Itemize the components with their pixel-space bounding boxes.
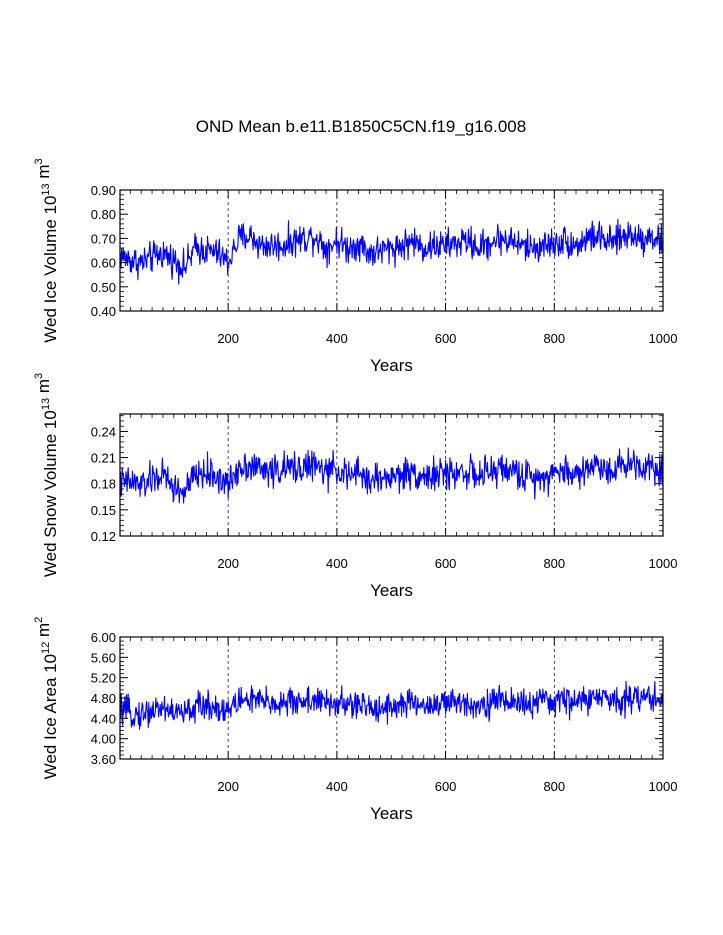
panel-3: 200 400 600 800 1000 3.60 4.00 4.40 4.80 5.20 5.60…: [33, 617, 677, 823]
x-tick-label: 200: [217, 331, 239, 346]
x-axis-title: Years: [370, 356, 413, 375]
y-tick-label: 5.60: [91, 650, 116, 665]
y-tick-label: 0.15: [91, 503, 116, 518]
x-tick-label: 200: [217, 556, 239, 571]
series-line: [119, 447, 664, 504]
x-tick-label: 800: [543, 779, 565, 794]
x-tick-label: 800: [543, 331, 565, 346]
figure-title: OND Mean b.e11.B1850C5CN.f19_g16.008: [196, 117, 526, 136]
y-tick-label: 0.60: [91, 256, 116, 271]
x-tick-label: 1000: [649, 331, 678, 346]
y-axis-title: Wed Snow Volume 1013 m3: [33, 373, 60, 577]
panels: 200 400 600 800 1000 0.40 0.50 0.60 0.70 0.80 0.90…: [33, 158, 677, 823]
x-tick-label: 1000: [649, 556, 678, 571]
y-tick-label: 0.12: [91, 529, 116, 544]
y-tick-label: 4.80: [91, 691, 116, 706]
y-axis-title: Wed Ice Area 1012 m2: [33, 617, 60, 780]
y-tick-label: 4.00: [91, 732, 116, 747]
y-tick-label: 0.21: [91, 451, 116, 466]
y-tick-label: 0.70: [91, 231, 116, 246]
y-tick-label: 4.40: [91, 711, 116, 726]
y-tick-label: 0.40: [91, 304, 116, 319]
x-tick-label: 400: [326, 779, 348, 794]
y-axis-title: Wed Ice Volume 1013 m3: [33, 158, 60, 342]
x-tick-label: 400: [326, 331, 348, 346]
x-axis-title: Years: [370, 804, 413, 823]
x-tick-label: 400: [326, 556, 348, 571]
y-tick-label: 0.80: [91, 207, 116, 222]
y-tick-label: 0.18: [91, 477, 116, 492]
x-tick-label: 600: [435, 556, 457, 571]
x-axis-title: Years: [370, 581, 413, 600]
series-line: [119, 680, 664, 730]
y-tick-label: 0.24: [91, 424, 116, 439]
panel-2: 200 400 600 800 1000 0.12 0.15 0.18 0.21 0.24 Year…: [33, 373, 677, 600]
x-tick-label: 600: [435, 779, 457, 794]
panel-1: 200 400 600 800 1000 0.40 0.50 0.60 0.70 0.80 0.90…: [33, 158, 677, 375]
y-tick-label: 5.20: [91, 671, 116, 686]
x-tick-label: 1000: [649, 779, 678, 794]
y-tick-label: 0.50: [91, 280, 116, 295]
x-tick-label: 600: [435, 331, 457, 346]
y-tick-label: 0.90: [91, 183, 116, 198]
y-tick-label: 6.00: [91, 630, 116, 645]
x-tick-label: 800: [543, 556, 565, 571]
x-tick-label: 200: [217, 779, 239, 794]
series-line: [119, 218, 664, 285]
y-tick-label: 3.60: [91, 752, 116, 767]
